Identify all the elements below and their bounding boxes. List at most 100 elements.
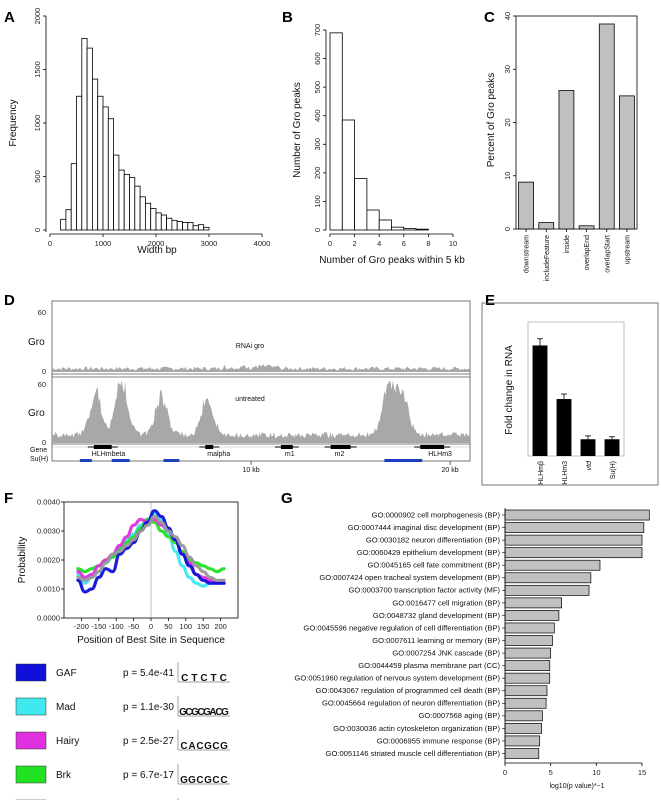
series-line-gaf bbox=[76, 509, 226, 594]
y-tick-label: 20 bbox=[503, 118, 512, 126]
motif-logo-letter: C bbox=[220, 775, 227, 786]
category-bar bbox=[578, 225, 595, 230]
x-tick-label: 2 bbox=[353, 239, 357, 248]
fold-change-bar bbox=[556, 399, 572, 456]
histogram-bar bbox=[176, 221, 183, 231]
category-bar bbox=[619, 95, 635, 230]
go-term-bar bbox=[504, 534, 643, 546]
y-tick-label: 0 bbox=[313, 228, 322, 232]
x-tick-label: overlapEnd bbox=[584, 235, 591, 271]
y-tick-label: 40 bbox=[503, 12, 512, 20]
fold-change-bar bbox=[604, 439, 620, 456]
x-tick-label: 10 bbox=[449, 239, 457, 248]
histogram-bar bbox=[192, 225, 199, 231]
legend-pvalue: p = 5.4e-41 bbox=[123, 668, 174, 679]
category-bar bbox=[558, 90, 575, 230]
histogram-bar bbox=[366, 209, 380, 231]
histogram-bar bbox=[97, 95, 104, 231]
go-term-label: GO:0006955 immune response (BP) bbox=[377, 736, 501, 745]
go-term-label: GO:0007254 JNK cascade (BP) bbox=[392, 648, 500, 657]
go-term-label: GO:0045596 negative regulation of cell d… bbox=[303, 623, 500, 632]
panel-label-d: D bbox=[4, 292, 15, 309]
go-term-bar bbox=[504, 660, 551, 671]
x-tick-label: -150 bbox=[91, 622, 106, 631]
histogram-bar bbox=[329, 32, 343, 231]
x-tick-label: downstream bbox=[524, 235, 531, 273]
y-tick-label: 400 bbox=[313, 109, 322, 122]
histogram-bar bbox=[113, 154, 120, 231]
motif-logo-letter: G bbox=[204, 741, 212, 752]
histogram-bar bbox=[139, 196, 146, 231]
x-tick-label: 5 bbox=[549, 768, 553, 777]
motif-logo-letter: G bbox=[179, 707, 187, 718]
y-tick-label: 500 bbox=[33, 170, 42, 183]
fold-change-bar bbox=[532, 345, 548, 456]
panel-label-a: A bbox=[4, 9, 15, 26]
go-term-bar bbox=[504, 547, 643, 559]
legend-name: GAF bbox=[56, 668, 77, 679]
plot-frame bbox=[527, 321, 625, 457]
motif-logo-letter: G bbox=[191, 707, 199, 718]
histogram-bar bbox=[76, 95, 83, 231]
untreated-signal bbox=[52, 381, 470, 443]
motif-logo-letter: A bbox=[188, 741, 195, 752]
x-tick-label: 10 bbox=[592, 768, 600, 777]
motif-logo-letter: G bbox=[180, 775, 188, 786]
histogram-bar bbox=[150, 208, 157, 231]
legend-pvalue: p = 1.1e-30 bbox=[123, 702, 174, 713]
x-tick-label: -100 bbox=[109, 622, 124, 631]
motif-logo-letter: C bbox=[212, 775, 219, 786]
y-tick-label: 10 bbox=[503, 172, 512, 180]
x-tick-label: Su(H) bbox=[610, 461, 617, 479]
histogram-bar bbox=[155, 212, 162, 231]
go-term-label: GO:0007424 open tracheal system developm… bbox=[319, 573, 500, 582]
go-term-label: GO:0007444 imaginal disc development (BP… bbox=[348, 523, 501, 532]
x-axis-label: Position of Best Site in Sequence bbox=[77, 635, 225, 646]
histogram-bar bbox=[160, 214, 168, 231]
y-tick-label: 0.0010 bbox=[37, 585, 60, 594]
y-tick-label: 0.0000 bbox=[37, 614, 60, 623]
histogram-bar bbox=[391, 226, 405, 231]
track2-ymax: 60 bbox=[38, 380, 46, 389]
motif-logo-letter: C bbox=[197, 707, 204, 718]
fold-change-bar bbox=[580, 439, 596, 456]
category-bar bbox=[518, 181, 534, 230]
histogram-bar bbox=[92, 78, 99, 231]
x-tick-label: 8 bbox=[426, 239, 430, 248]
x-tick-label: 2000 bbox=[148, 239, 165, 248]
y-tick-label: 1000 bbox=[33, 115, 42, 132]
motif-logo-letter: C bbox=[212, 741, 219, 752]
motif-logo-letter: C bbox=[180, 741, 187, 752]
legend-name: Hairy bbox=[56, 736, 79, 747]
x-tick-label: overlapStart bbox=[604, 235, 611, 273]
track2-name: untreated bbox=[235, 396, 265, 403]
motif-logo-letter: T bbox=[191, 673, 197, 684]
legend-swatch bbox=[15, 731, 47, 750]
y-axis-label: Fold change in RNA bbox=[504, 345, 515, 435]
x-tick-label: 1000 bbox=[95, 239, 112, 248]
x-tick-label: 4 bbox=[377, 239, 381, 248]
panel-label-c: C bbox=[484, 9, 495, 26]
x-axis-label: Number of Gro peaks within 5 kb bbox=[319, 255, 465, 266]
suh-row-label: Su(H) bbox=[30, 456, 48, 463]
category-bar bbox=[598, 23, 615, 230]
histogram-bar bbox=[86, 47, 93, 231]
motif-logo-letter: C bbox=[220, 673, 227, 684]
go-term-label: GO:0000902 cell morphogenesis (BP) bbox=[372, 510, 501, 519]
kb-tick-label: 20 kb bbox=[442, 467, 459, 474]
track1-label: Gro bbox=[28, 337, 45, 348]
legend-swatch bbox=[15, 663, 47, 682]
motif-logo-letter: T bbox=[211, 673, 217, 684]
motif-logo-letter: C bbox=[196, 741, 203, 752]
gene-label-hlhm3: HLHm3 bbox=[428, 451, 452, 458]
track2-ymin: 0 bbox=[42, 438, 46, 447]
gene-label-m1: m1 bbox=[285, 451, 295, 458]
y-tick-label: 600 bbox=[313, 52, 322, 65]
x-tick-label: HLHmβ bbox=[538, 461, 545, 485]
motif-logo-letter: C bbox=[185, 707, 192, 718]
go-term-bar bbox=[504, 597, 562, 609]
go-term-bar bbox=[504, 710, 543, 722]
x-tick-label: includeFeature bbox=[544, 235, 551, 281]
go-term-label: GO:0030036 actin cytoskeleton organizati… bbox=[333, 724, 500, 733]
gene-label-hlhmbeta: HLHmbeta bbox=[92, 451, 126, 458]
